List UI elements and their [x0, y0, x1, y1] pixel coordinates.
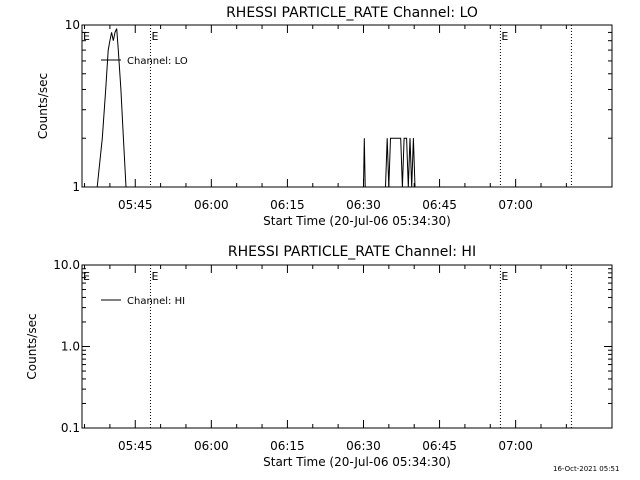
panel2-event-marker-label-left: E: [83, 270, 90, 283]
footer-stamp: 16-Oct-2021 05:51: [553, 465, 620, 473]
panel2-title: RHESSI PARTICLE_RATE Channel: HI: [228, 244, 476, 260]
panel1-ytick-label: 1: [72, 180, 80, 194]
panel1-xtick-label: 07:00: [498, 198, 533, 212]
panel2-xtick-label: 07:00: [498, 439, 533, 453]
panel2-ytick-label: 1.0: [61, 340, 80, 354]
panel2-y-axis-label: Counts/sec: [25, 313, 39, 379]
panel1-xtick-label: 06:15: [270, 198, 305, 212]
panel2-ytick-label: 10.0: [53, 258, 80, 272]
panel2-xtick-label: 06:15: [270, 439, 305, 453]
panel1-x-axis-label: Start Time (20-Jul-06 05:34:30): [263, 214, 451, 228]
panel1-ytick-label: 10: [65, 18, 80, 32]
panel2-legend-label: Channel: HI: [127, 296, 185, 307]
panel1-event-marker-label-left: E: [83, 30, 90, 43]
panel2-event-marker-label: E: [151, 270, 158, 283]
panel2-event-marker-label: E: [501, 270, 508, 283]
panel1-plot-frame: [81, 24, 613, 188]
panel2-plot-frame: [81, 264, 613, 429]
panel1-series-line: [96, 28, 128, 188]
panel2-xtick-label: 05:45: [118, 439, 153, 453]
panel1-event-marker-label: E: [151, 30, 158, 43]
panel1-xtick-label: 06:30: [346, 198, 381, 212]
panel2-xtick-label: 06:45: [422, 439, 457, 453]
panel1-xtick-label: 06:45: [422, 198, 457, 212]
panel1-title: RHESSI PARTICLE_RATE Channel: LO: [226, 5, 478, 21]
panel1-xtick-label: 06:00: [194, 198, 229, 212]
panel2-ytick-label: 0.1: [61, 421, 80, 435]
panel1-series-line: [363, 137, 416, 188]
panel1-legend-label: Channel: LO: [127, 56, 188, 67]
panel2-xtick-label: 06:30: [346, 439, 381, 453]
panel2-x-axis-label: Start Time (20-Jul-06 05:34:30): [263, 455, 451, 469]
panel1-y-axis-label: Counts/sec: [36, 73, 50, 139]
panel2-xtick-label: 06:00: [194, 439, 229, 453]
panel1-event-marker-label: E: [501, 30, 508, 43]
panel1-xtick-label: 05:45: [118, 198, 153, 212]
